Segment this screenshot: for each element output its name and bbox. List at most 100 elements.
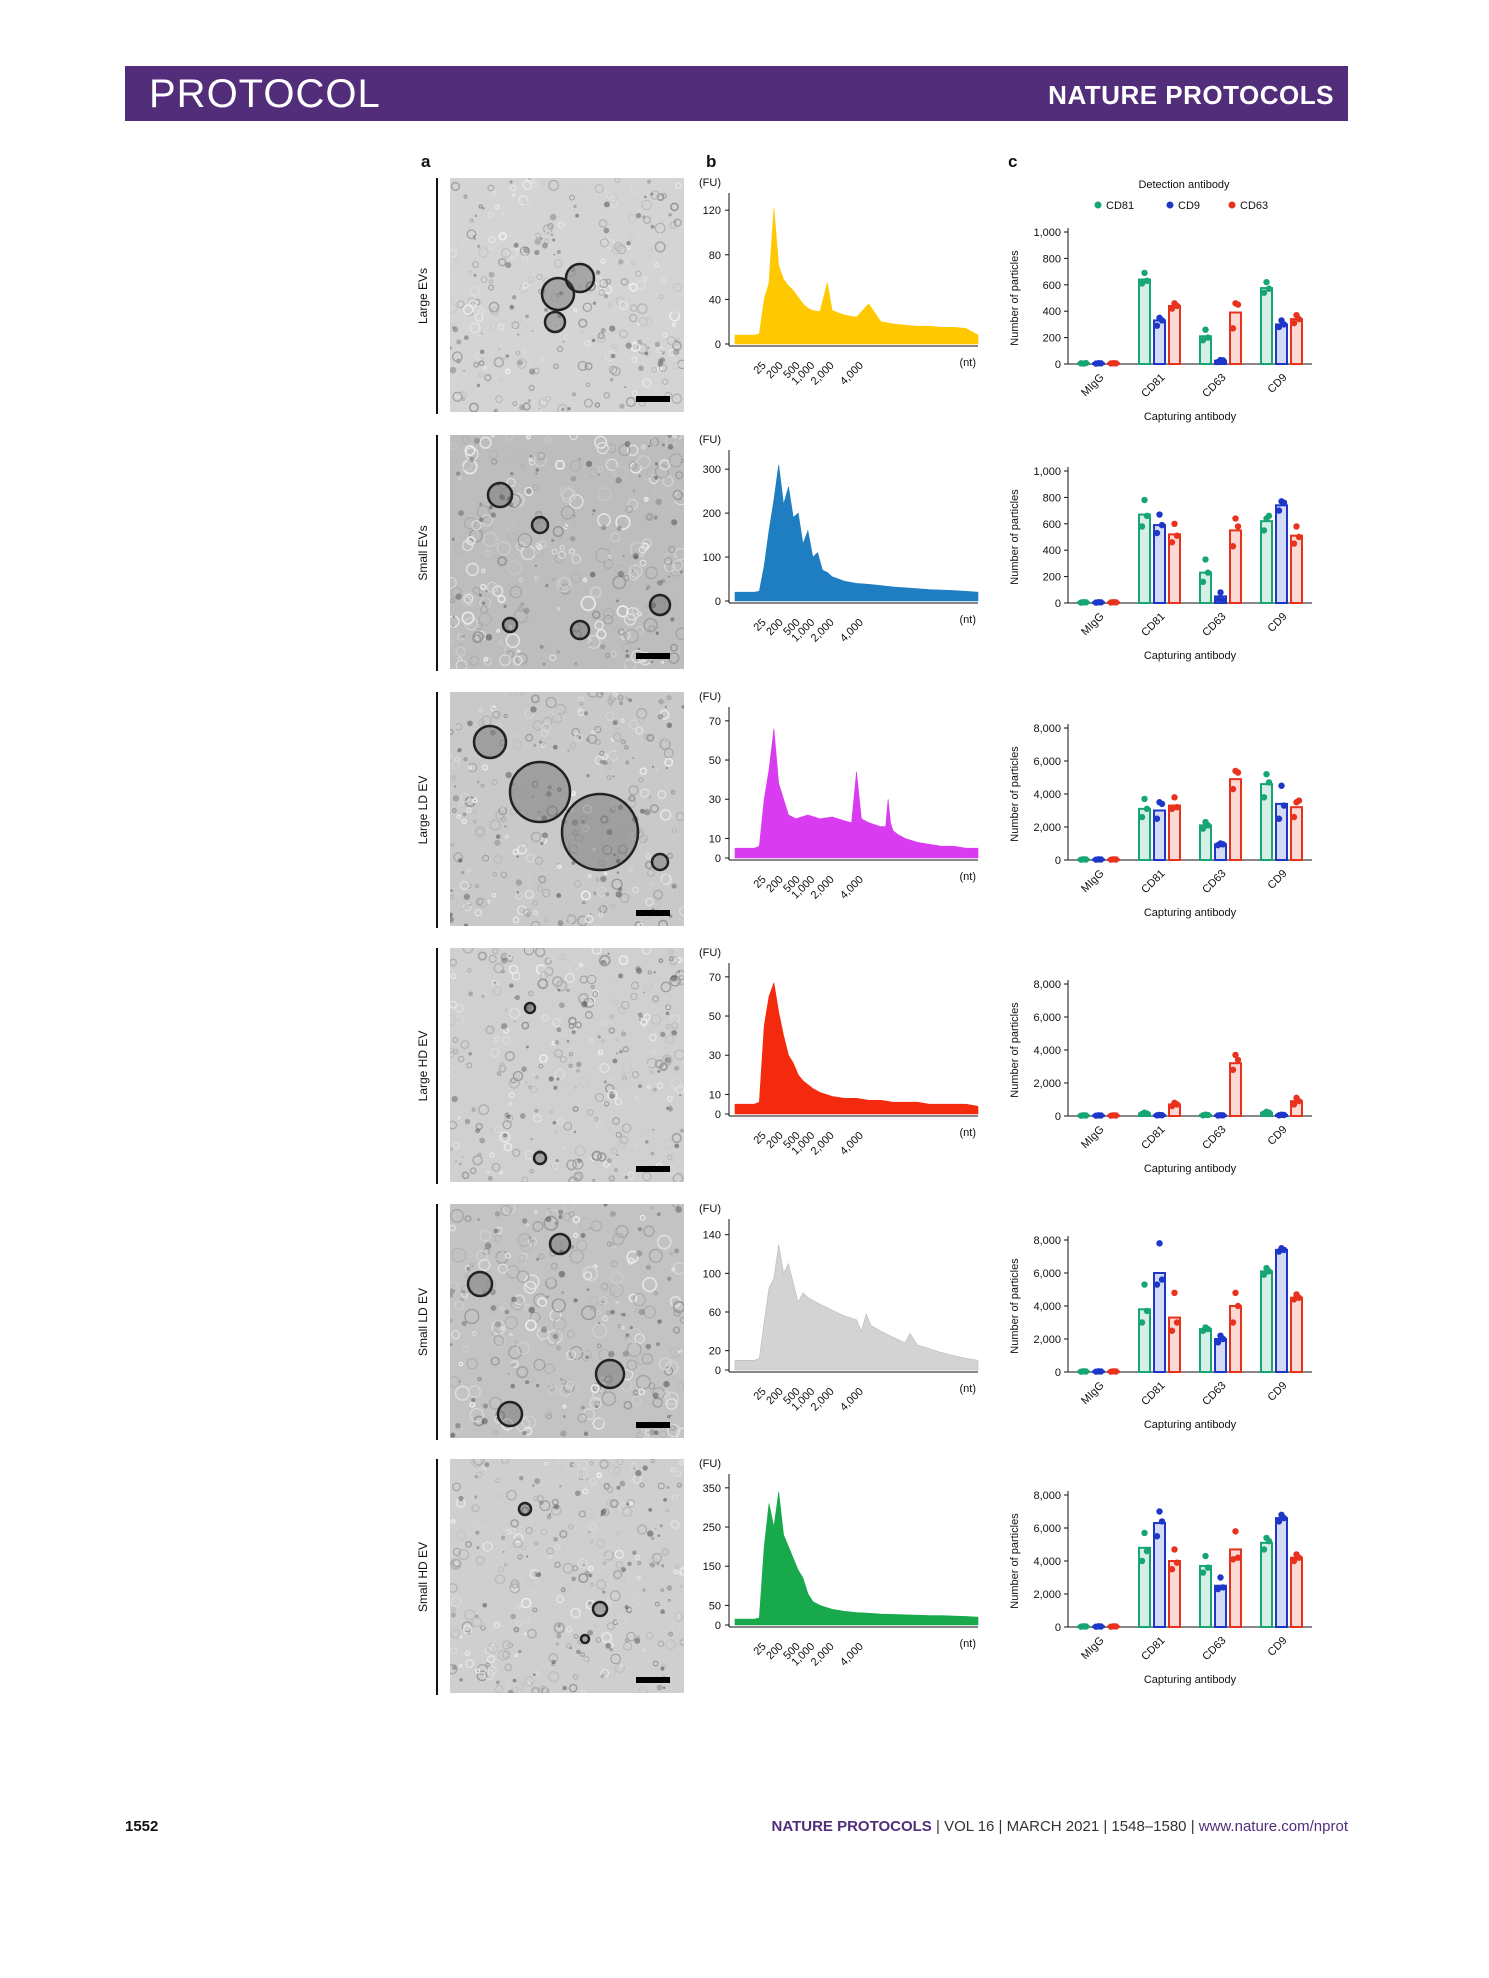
data-point [1290,1296,1298,1303]
data-point [1097,1623,1105,1630]
data-point [1219,597,1227,604]
data-point [1260,289,1268,296]
x-axis-unit: (nt) [960,1383,977,1395]
em-micrograph [450,178,684,412]
y-tick-label: 250 [703,1522,721,1534]
y-axis-title: Number of particles [1009,250,1021,346]
y-axis-title: Number of particles [1009,1258,1021,1354]
x-tick-label: CD9 [1266,611,1290,635]
x-axis-unit: (nt) [960,614,977,626]
y-tick-label: 10 [709,1089,721,1101]
data-point [1265,285,1273,292]
bar [1229,529,1242,604]
bar [1260,520,1273,604]
data-point [1153,1533,1161,1540]
data-point [1280,321,1288,328]
y-tick-label: 150 [703,1561,721,1573]
footer-date: MARCH 2021 [1006,1818,1100,1835]
data-point [1097,599,1105,606]
y-tick-label: 8,000 [1033,1490,1061,1502]
data-point [1263,278,1270,286]
y-axis-title: Number of particles [1009,1513,1021,1609]
electropherogram-area [734,1491,979,1626]
data-point [1082,599,1090,606]
y-tick-label: 1,000 [1033,466,1061,478]
data-point [1275,815,1283,822]
data-point [1290,540,1298,547]
y-tick-label: 0 [1055,1367,1061,1379]
bar [1153,809,1166,861]
data-point [1143,805,1151,813]
bar [1153,1272,1166,1373]
data-point [1232,515,1239,522]
particle-bar-chart: 0 200 400 600 800 1,000 Number of particles MIg… [1000,433,1340,674]
electropherogram-chart: (FU) 0 100 200 300 25 200 500 1,000 2,000 4,000 (nt… [695,431,985,672]
data-point [1202,556,1209,563]
data-point [1234,523,1242,530]
data-point [1097,1368,1105,1375]
data-point [1173,1101,1181,1108]
x-tick-label: CD63 [1200,868,1228,896]
data-point [1265,512,1273,520]
data-point [1158,521,1166,529]
data-point [1280,499,1288,506]
data-point [1138,1557,1146,1565]
legend-label: CD9 [1178,200,1200,212]
x-tick-label: CD81 [1139,1635,1167,1663]
y-axis-unit: (FU) [699,177,721,189]
bar [1229,778,1242,861]
data-point [1082,1623,1090,1630]
data-point [1290,319,1298,327]
data-point [1156,1240,1163,1247]
data-point [1290,1557,1298,1565]
x-tick-label: CD9 [1266,1635,1290,1659]
panel-letter-b: b [706,152,717,171]
data-point [1234,301,1242,308]
data-point [1173,1319,1181,1326]
scale-bar [636,1422,670,1428]
row-divider-line [436,948,438,1184]
data-point [1214,1339,1222,1346]
data-point [1143,1307,1151,1315]
data-point [1138,280,1146,287]
data-point [1229,1319,1237,1326]
bar [1138,1308,1151,1374]
data-point [1280,1111,1288,1119]
y-tick-label: 6,000 [1033,1523,1061,1535]
em-micrograph [450,1204,684,1438]
y-tick-label: 350 [703,1483,721,1495]
x-tick-label: CD63 [1200,1380,1228,1408]
data-point [1229,1066,1237,1073]
particle-bar-chart: Detection antibody CD81 CD9 CD63 0 200 400 600 8… [1000,170,1340,435]
data-point [1265,779,1273,786]
y-tick-label: 0 [715,1365,721,1377]
y-axis-unit: (FU) [699,1458,721,1470]
data-point [1219,841,1227,848]
em-micrograph [450,948,684,1182]
legend-label: CD63 [1240,200,1268,212]
bar [1260,1541,1273,1628]
data-point [1171,520,1178,527]
y-tick-label: 60 [709,1307,721,1319]
footer-sep-2: | [998,1818,1003,1835]
electropherogram-area [734,1244,979,1371]
data-point [1158,317,1166,324]
data-point [1168,1566,1176,1573]
data-point [1171,1289,1178,1296]
y-tick-label: 50 [709,1011,721,1023]
legend-marker [1228,201,1236,209]
y-tick-label: 200 [1043,572,1061,584]
data-point [1290,1101,1298,1108]
data-point [1143,512,1151,520]
x-axis-title: Capturing antibody [1144,650,1237,662]
data-point [1158,1111,1166,1119]
footer-url-link[interactable]: www.nature.com/nprot [1198,1818,1348,1835]
data-point [1112,1112,1120,1119]
x-tick-label: 4,000 [838,1130,866,1158]
scale-bar [636,653,670,659]
y-axis-unit: (FU) [699,434,721,446]
particle-bar-chart: 0 2,000 4,000 6,000 8,000 Number of particles… [1000,690,1340,931]
data-point [1141,269,1148,277]
panel-letter-a: a [421,152,431,171]
x-axis-title: Capturing antibody [1144,1419,1237,1431]
